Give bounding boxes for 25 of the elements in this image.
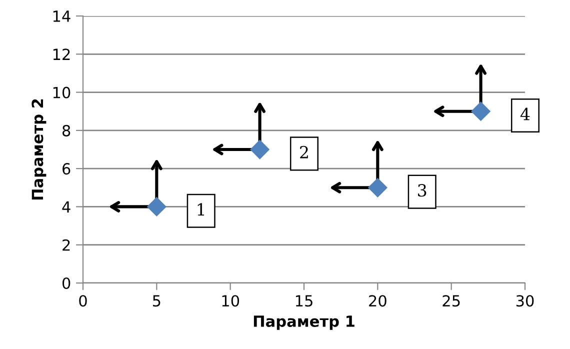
y-tick-label: 8 (62, 124, 70, 136)
x-tick-label: 25 (442, 295, 460, 307)
annotation: 4 (520, 108, 530, 120)
x-tick-label: 10 (222, 295, 240, 307)
x-axis-title: Параметр 1 (254, 316, 354, 330)
point (147, 197, 166, 216)
x-tick-label: 15 (296, 295, 312, 307)
y-tick-label: 4 (62, 201, 70, 213)
x-tick-label: 20 (369, 295, 386, 307)
x-tick-label: 5 (152, 295, 160, 307)
y-tick-label: 6 (62, 163, 70, 175)
y-tick-label: 2 (62, 239, 70, 251)
y-tick-label: 14 (53, 10, 70, 22)
point (250, 140, 270, 160)
y-tick-label: 0 (62, 277, 70, 290)
x-tick-label: 30 (516, 295, 534, 307)
y-axis-title: Параметр 2 (32, 99, 46, 200)
y-tick-label: 10 (53, 86, 70, 98)
annotation: 3 (418, 184, 426, 197)
y-tick-label: 12 (53, 48, 70, 60)
point (471, 102, 490, 121)
x-tick-label: 0 (79, 295, 87, 307)
point (368, 178, 388, 198)
annotation: 1 (198, 203, 204, 216)
annotation: 2 (300, 146, 308, 158)
